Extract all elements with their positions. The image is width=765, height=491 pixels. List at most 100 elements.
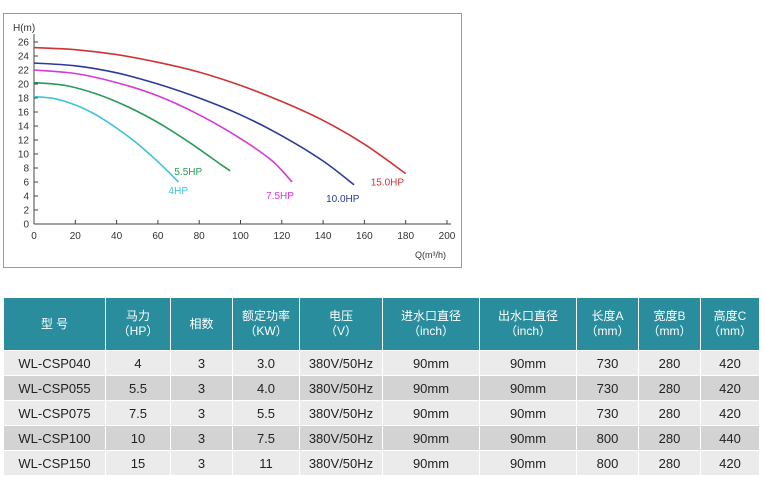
table-cell: 730: [576, 350, 639, 376]
header-text: （inch）: [407, 324, 454, 338]
table-cell: 800: [576, 425, 639, 451]
series-label-4hp: 4HP: [169, 186, 189, 197]
header-text: 宽度B: [653, 309, 686, 323]
y-tick-label: 26: [18, 38, 30, 49]
table-cell: 3: [170, 350, 233, 376]
table-cell: 7.5: [232, 425, 300, 451]
y-tick-label: 0: [23, 220, 29, 231]
header-text: 相数: [189, 316, 214, 331]
table-cell: 90mm: [479, 450, 577, 476]
table-cell: 90mm: [479, 425, 577, 451]
header-text: 马力: [125, 309, 150, 323]
table-cell: 420: [700, 450, 760, 476]
header-text: 高度C: [713, 309, 747, 323]
table-cell: 90mm: [479, 375, 577, 401]
header-text: （HP）: [117, 324, 159, 338]
table-cell: 3: [170, 425, 233, 451]
x-tick-label: 80: [194, 231, 206, 242]
table-cell: 3: [170, 400, 233, 426]
table-cell: WL-CSP075: [3, 400, 106, 426]
series-line-7-5hp: [33, 69, 293, 183]
table-cell: 280: [638, 425, 701, 451]
table-cell: 5.5: [105, 375, 171, 401]
table-cell: 4: [105, 350, 171, 376]
x-tick-label: 180: [397, 231, 414, 242]
x-tick-label: 40: [111, 231, 123, 242]
table-body: WL-CSP040 4 3 3.0 380V/50Hz 90mm 90mm 730 280 420…: [3, 350, 760, 476]
series-label-7-5hp: 7.5HP: [266, 191, 294, 202]
x-axis-title: Q(m³/h): [415, 250, 446, 260]
table-cell: 380V/50Hz: [299, 350, 383, 376]
table-header-cell: 出水口直径 （inch）: [479, 297, 577, 351]
table-cell: 4.0: [232, 375, 300, 401]
table-cell: 3: [170, 450, 233, 476]
table-cell: 420: [700, 350, 760, 376]
table-cell: 730: [576, 375, 639, 401]
table-header-cell: 型 号: [3, 297, 106, 351]
y-axis-title: H(m): [13, 23, 35, 34]
x-tick-label: 20: [70, 231, 82, 242]
table-cell: 380V/50Hz: [299, 375, 383, 401]
header-text: 长度A: [591, 309, 624, 323]
x-tick-label: 140: [315, 231, 332, 242]
header-text: （V）: [324, 324, 357, 338]
table-row: WL-CSP075 7.5 3 5.5 380V/50Hz 90mm 90mm 730 280 4…: [3, 400, 760, 426]
table-header-cell: 长度A （mm）: [576, 297, 639, 351]
table-cell: 440: [700, 425, 760, 451]
table-header-cell: 进水口直径 （inch）: [382, 297, 480, 351]
table-cell: 10: [105, 425, 171, 451]
table-header-cell: 高度C （mm）: [700, 297, 760, 351]
table-row: WL-CSP100 10 3 7.5 380V/50Hz 90mm 90mm 800 280 44…: [3, 425, 760, 451]
x-tick-label: 160: [356, 231, 373, 242]
x-tick-label: 100: [232, 231, 249, 242]
y-tick-label: 10: [18, 150, 30, 161]
header-text: 电压: [328, 309, 353, 323]
x-tick-label: 60: [152, 231, 164, 242]
table-header-cell: 电压 （V）: [299, 297, 383, 351]
pump-curve-chart: 0 2 4 6 8 10 12 14 16 18 20 22 24 26 0 20 40 60 80 100 120 14…: [3, 13, 462, 268]
table-header-cell: 额定功率 （KW）: [232, 297, 300, 351]
y-tick-label: 18: [18, 94, 30, 105]
x-tick-label: 200: [439, 231, 456, 242]
series-label-10-0hp: 10.0HP: [326, 194, 360, 205]
table-cell: WL-CSP040: [3, 350, 106, 376]
table-cell: 3.0: [232, 350, 300, 376]
table-cell: 5.5: [232, 400, 300, 426]
table-cell: 90mm: [382, 375, 480, 401]
x-tick-label: 120: [273, 231, 290, 242]
table-cell: 280: [638, 400, 701, 426]
table-cell: 90mm: [382, 400, 480, 426]
header-text: 进水口直径: [400, 309, 461, 323]
series-label-5-5hp: 5.5HP: [174, 167, 202, 178]
header-text: 型 号: [40, 316, 69, 331]
table-cell: WL-CSP150: [3, 450, 106, 476]
table-cell: 15: [105, 450, 171, 476]
y-tick-label: 24: [18, 52, 30, 63]
table-cell: 280: [638, 350, 701, 376]
header-text: 额定功率: [241, 309, 290, 323]
header-text: （inch）: [504, 324, 551, 338]
y-tick-label: 20: [18, 80, 30, 91]
x-tick-label: 0: [31, 231, 37, 242]
table-cell: WL-CSP100: [3, 425, 106, 451]
series-line-15-0hp: [33, 46, 407, 175]
header-text: （KW）: [244, 324, 288, 338]
table-cell: 380V/50Hz: [299, 425, 383, 451]
table-row: WL-CSP150 15 3 11 380V/50Hz 90mm 90mm 800 280 420: [3, 450, 760, 476]
table-header-cell: 相数: [170, 297, 233, 351]
table-row: WL-CSP055 5.5 3 4.0 380V/50Hz 90mm 90mm 730 280 4…: [3, 375, 760, 401]
table-cell: 420: [700, 375, 760, 401]
header-text: （mm）: [647, 324, 692, 338]
table-cell: 800: [576, 450, 639, 476]
table-row: WL-CSP040 4 3 3.0 380V/50Hz 90mm 90mm 730 280 420: [3, 350, 760, 376]
header-text: （mm）: [708, 324, 752, 338]
y-tick-label: 4: [23, 192, 29, 203]
table-cell: 90mm: [382, 450, 480, 476]
table-cell: 90mm: [382, 425, 480, 451]
table-cell: 90mm: [382, 350, 480, 376]
table-cell: 7.5: [105, 400, 171, 426]
table-cell: 420: [700, 400, 760, 426]
series-line-4hp: [33, 95, 180, 183]
y-tick-label: 12: [18, 136, 30, 147]
